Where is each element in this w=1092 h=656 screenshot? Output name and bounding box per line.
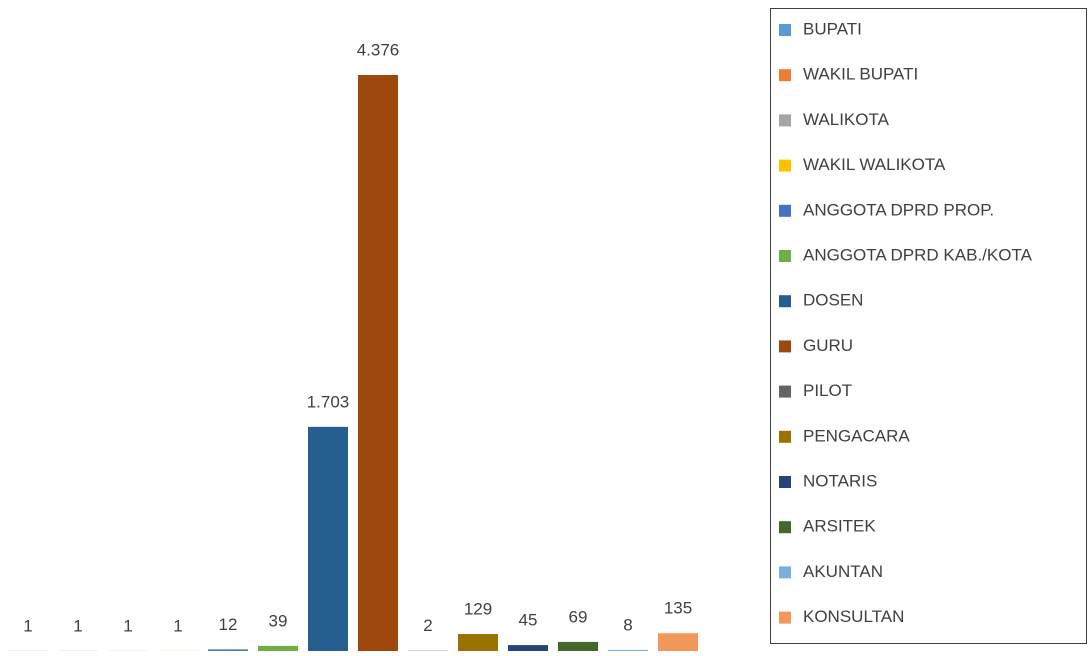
data-label: 4.376 bbox=[357, 40, 400, 59]
legend-swatch bbox=[779, 386, 791, 398]
legend-swatch bbox=[779, 205, 791, 217]
bar bbox=[308, 427, 348, 651]
legend-swatch bbox=[779, 431, 791, 443]
legend-label: AKUNTAN bbox=[803, 562, 883, 581]
legend-swatch bbox=[779, 24, 791, 36]
legend-label: GURU bbox=[803, 336, 853, 355]
legend-label: ANGGOTA DPRD PROP. bbox=[803, 200, 994, 219]
data-label: 8 bbox=[623, 615, 632, 634]
legend-swatch bbox=[779, 566, 791, 578]
legend-label: ARSITEK bbox=[803, 517, 876, 536]
data-label: 1 bbox=[123, 616, 132, 635]
legend-label: ANGGOTA DPRD KAB./KOTA bbox=[803, 245, 1033, 264]
data-label: 1 bbox=[23, 616, 32, 635]
bar bbox=[458, 634, 498, 651]
legend-label: WALIKOTA bbox=[803, 110, 890, 129]
legend-label: KONSULTAN bbox=[803, 607, 904, 626]
legend-swatch bbox=[779, 340, 791, 352]
data-label: 12 bbox=[219, 615, 238, 634]
data-label: 69 bbox=[569, 607, 588, 626]
legend-swatch bbox=[779, 521, 791, 533]
data-label: 2 bbox=[423, 616, 432, 635]
legend-swatch bbox=[779, 160, 791, 172]
data-label: 135 bbox=[664, 599, 692, 618]
bar bbox=[508, 645, 548, 651]
legend-swatch bbox=[779, 69, 791, 81]
data-label: 1 bbox=[173, 616, 182, 635]
legend-swatch bbox=[779, 295, 791, 307]
legend-swatch bbox=[779, 250, 791, 262]
legend-label: DOSEN bbox=[803, 291, 863, 310]
data-label: 1.703 bbox=[307, 392, 350, 411]
legend-label: WAKIL WALIKOTA bbox=[803, 155, 946, 174]
data-label: 129 bbox=[464, 600, 492, 619]
legend-label: PILOT bbox=[803, 381, 852, 400]
legend-label: NOTARIS bbox=[803, 471, 877, 490]
bar bbox=[558, 642, 598, 651]
bar bbox=[258, 646, 298, 651]
data-label: 1 bbox=[73, 616, 82, 635]
legend-box bbox=[771, 9, 1087, 644]
legend-label: BUPATI bbox=[803, 19, 862, 38]
bar bbox=[358, 75, 398, 651]
bar bbox=[658, 633, 698, 651]
legend-label: PENGACARA bbox=[803, 426, 910, 445]
legend-swatch bbox=[779, 114, 791, 126]
data-label: 45 bbox=[519, 611, 538, 630]
legend-swatch bbox=[779, 612, 791, 624]
data-label: 39 bbox=[269, 611, 288, 630]
legend-swatch bbox=[779, 476, 791, 488]
legend-label: WAKIL BUPATI bbox=[803, 65, 918, 84]
